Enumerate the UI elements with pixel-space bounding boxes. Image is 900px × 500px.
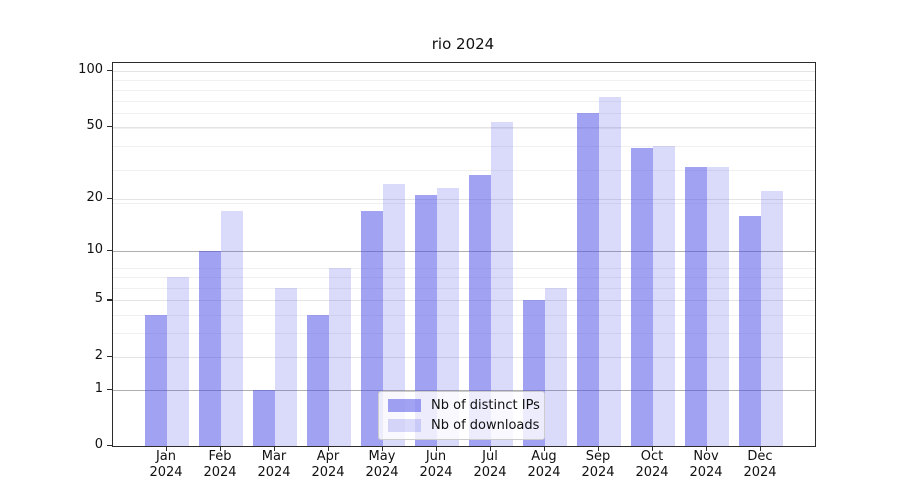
bar-downloads-apr bbox=[329, 267, 351, 446]
y-tick-label: 50 bbox=[86, 117, 103, 133]
x-tick-label: Oct 2024 bbox=[635, 449, 669, 480]
x-tick-label: Mar 2024 bbox=[257, 449, 291, 480]
y-tick-mark bbox=[107, 125, 112, 127]
legend-label-downloads: Nb of downloads bbox=[431, 418, 540, 433]
y-tick-mark bbox=[107, 355, 112, 357]
gridline-minor bbox=[113, 202, 815, 204]
x-tick-label: Feb 2024 bbox=[203, 449, 237, 480]
gridline-minor bbox=[113, 267, 815, 269]
gridline-major bbox=[113, 389, 815, 391]
x-tick-mark bbox=[598, 446, 600, 451]
chart-title: rio 2024 bbox=[431, 35, 495, 53]
bar-downloads-nov bbox=[707, 167, 729, 446]
x-tick-label: Jan 2024 bbox=[149, 449, 183, 480]
bar-distinct-ips-dec bbox=[739, 215, 761, 446]
legend-item-distinct-ips: Nb of distinct IPs bbox=[388, 398, 540, 413]
y-tick-mark bbox=[107, 70, 112, 72]
bar-distinct-ips-nov bbox=[685, 167, 707, 446]
bar-downloads-aug bbox=[545, 287, 567, 446]
x-tick-mark bbox=[274, 446, 276, 451]
x-tick-mark bbox=[706, 446, 708, 451]
gridline-minor bbox=[113, 146, 815, 148]
gridline-major bbox=[113, 198, 815, 200]
bar-distinct-ips-jan bbox=[145, 315, 167, 446]
y-tick-label: 20 bbox=[86, 189, 103, 205]
bar-distinct-ips-mar bbox=[253, 389, 275, 446]
x-tick-mark bbox=[436, 446, 438, 451]
bar-distinct-ips-feb bbox=[199, 251, 221, 446]
y-tick-mark bbox=[107, 445, 112, 447]
bar-distinct-ips-apr bbox=[307, 315, 329, 446]
y-tick-label: 100 bbox=[78, 62, 103, 77]
y-tick-mark bbox=[107, 299, 112, 301]
x-tick-mark bbox=[382, 446, 384, 451]
gridline-minor bbox=[113, 80, 815, 82]
gridline-minor bbox=[113, 315, 815, 317]
gridline-minor bbox=[113, 100, 815, 102]
gridline-minor bbox=[113, 277, 815, 278]
legend: Nb of distinct IPs Nb of downloads bbox=[378, 391, 545, 440]
bar-distinct-ips-may bbox=[361, 211, 383, 446]
plot-area bbox=[112, 62, 816, 447]
bar-downloads-jan bbox=[167, 277, 189, 446]
legend-swatch-distinct-ips bbox=[388, 399, 421, 412]
y-tick-mark bbox=[107, 388, 112, 390]
bar-downloads-mar bbox=[275, 287, 297, 446]
gridline-major bbox=[113, 251, 815, 253]
legend-label-distinct-ips: Nb of distinct IPs bbox=[431, 398, 540, 413]
gridline-minor bbox=[113, 169, 815, 171]
x-tick-label: Jul 2024 bbox=[473, 449, 507, 480]
x-tick-label: Aug 2024 bbox=[527, 449, 561, 480]
gridline-minor bbox=[113, 89, 815, 91]
bar-downloads-jun bbox=[437, 187, 459, 446]
gridline-minor bbox=[113, 333, 815, 335]
x-tick-label: May 2024 bbox=[365, 449, 399, 480]
y-tick-label: 10 bbox=[86, 242, 103, 258]
x-tick-label: Dec 2024 bbox=[743, 449, 777, 480]
bar-downloads-sep bbox=[599, 97, 621, 446]
x-tick-mark bbox=[652, 446, 654, 451]
legend-item-downloads: Nb of downloads bbox=[388, 418, 539, 433]
gridline-major bbox=[113, 356, 815, 358]
gridline-minor bbox=[113, 287, 815, 289]
y-tick-mark bbox=[107, 197, 112, 199]
x-tick-mark bbox=[166, 446, 168, 451]
bar-downloads-dec bbox=[761, 191, 783, 446]
gridline-major bbox=[113, 126, 815, 128]
bar-distinct-ips-oct bbox=[631, 148, 653, 446]
bar-distinct-ips-jun bbox=[415, 194, 437, 446]
bar-downloads-oct bbox=[653, 146, 675, 446]
y-tick-label: 1 bbox=[94, 380, 103, 396]
x-tick-mark bbox=[328, 446, 330, 451]
y-tick-label: 0 bbox=[94, 437, 103, 452]
x-tick-label: Nov 2024 bbox=[689, 449, 723, 480]
bar-distinct-ips-sep bbox=[577, 113, 599, 446]
gridline-minor bbox=[113, 113, 815, 115]
x-tick-label: Sep 2024 bbox=[581, 449, 615, 480]
bar-distinct-ips-jul bbox=[469, 175, 491, 446]
gridline-minor bbox=[113, 128, 815, 130]
x-tick-mark bbox=[220, 446, 222, 451]
gridline-major bbox=[113, 71, 815, 72]
x-tick-label: Apr 2024 bbox=[311, 449, 345, 480]
bar-downloads-jul bbox=[491, 121, 513, 446]
y-tick-label: 5 bbox=[94, 291, 103, 307]
x-tick-label: Jun 2024 bbox=[419, 449, 453, 480]
y-tick-label: 2 bbox=[94, 347, 103, 363]
bar-downloads-feb bbox=[221, 211, 243, 446]
x-tick-mark bbox=[760, 446, 762, 451]
x-tick-mark bbox=[544, 446, 546, 451]
x-tick-mark bbox=[490, 446, 492, 451]
y-tick-mark bbox=[107, 250, 112, 252]
legend-swatch-downloads bbox=[388, 419, 421, 432]
bar-downloads-may bbox=[383, 184, 405, 446]
gridline-major bbox=[113, 300, 815, 302]
